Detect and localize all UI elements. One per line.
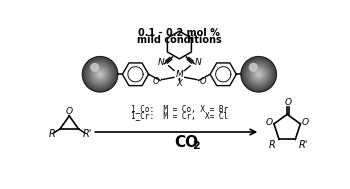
Circle shape <box>253 69 264 80</box>
Text: M: M <box>175 70 183 79</box>
Text: O: O <box>66 107 73 116</box>
Circle shape <box>241 57 276 92</box>
Circle shape <box>257 73 260 76</box>
Circle shape <box>82 57 118 92</box>
Circle shape <box>251 66 267 82</box>
Text: X: X <box>176 79 182 88</box>
Circle shape <box>91 65 109 83</box>
Circle shape <box>249 64 268 84</box>
FancyArrowPatch shape <box>95 129 256 135</box>
Text: 1_Cr:  M = Cr,  X= Cl: 1_Cr: M = Cr, X= Cl <box>131 111 228 120</box>
Circle shape <box>90 64 111 85</box>
Text: 1_Co:  M = Co, X = Br: 1_Co: M = Co, X = Br <box>131 104 228 113</box>
Circle shape <box>258 73 260 75</box>
Text: mild conditions: mild conditions <box>137 35 222 45</box>
Circle shape <box>254 70 263 79</box>
Circle shape <box>243 58 275 90</box>
Text: CO: CO <box>174 135 198 150</box>
Text: O: O <box>285 98 292 107</box>
Text: R': R' <box>298 140 308 150</box>
Circle shape <box>96 70 105 79</box>
Circle shape <box>250 65 267 83</box>
Text: 0.1 - 0.2 mol %: 0.1 - 0.2 mol % <box>139 28 220 38</box>
Circle shape <box>247 63 270 86</box>
Text: N: N <box>195 58 201 67</box>
Circle shape <box>245 61 272 88</box>
Text: O: O <box>199 77 206 86</box>
Circle shape <box>252 67 266 81</box>
Circle shape <box>91 64 99 71</box>
Circle shape <box>83 57 117 91</box>
Circle shape <box>255 71 262 78</box>
Circle shape <box>87 61 113 88</box>
Circle shape <box>84 58 116 90</box>
Circle shape <box>250 64 257 71</box>
Text: N: N <box>158 58 164 67</box>
Circle shape <box>86 60 114 88</box>
Circle shape <box>97 71 104 78</box>
Circle shape <box>242 57 275 91</box>
Circle shape <box>94 68 106 81</box>
Circle shape <box>90 64 110 84</box>
Circle shape <box>244 59 274 89</box>
Circle shape <box>89 63 112 86</box>
Circle shape <box>99 73 101 75</box>
Circle shape <box>246 62 271 87</box>
Text: R: R <box>49 129 56 139</box>
Circle shape <box>85 59 115 89</box>
Circle shape <box>245 60 273 88</box>
Text: O: O <box>153 77 160 86</box>
Text: 2: 2 <box>193 141 200 151</box>
Circle shape <box>92 66 108 82</box>
Circle shape <box>98 73 102 76</box>
Circle shape <box>248 64 269 85</box>
Circle shape <box>252 68 265 81</box>
Circle shape <box>88 62 112 87</box>
Text: O: O <box>301 118 309 127</box>
Text: R: R <box>269 140 275 150</box>
Circle shape <box>93 67 107 81</box>
Circle shape <box>256 72 261 77</box>
Circle shape <box>95 69 105 80</box>
Text: O: O <box>266 118 273 127</box>
Text: R': R' <box>82 129 92 139</box>
Circle shape <box>97 72 103 77</box>
